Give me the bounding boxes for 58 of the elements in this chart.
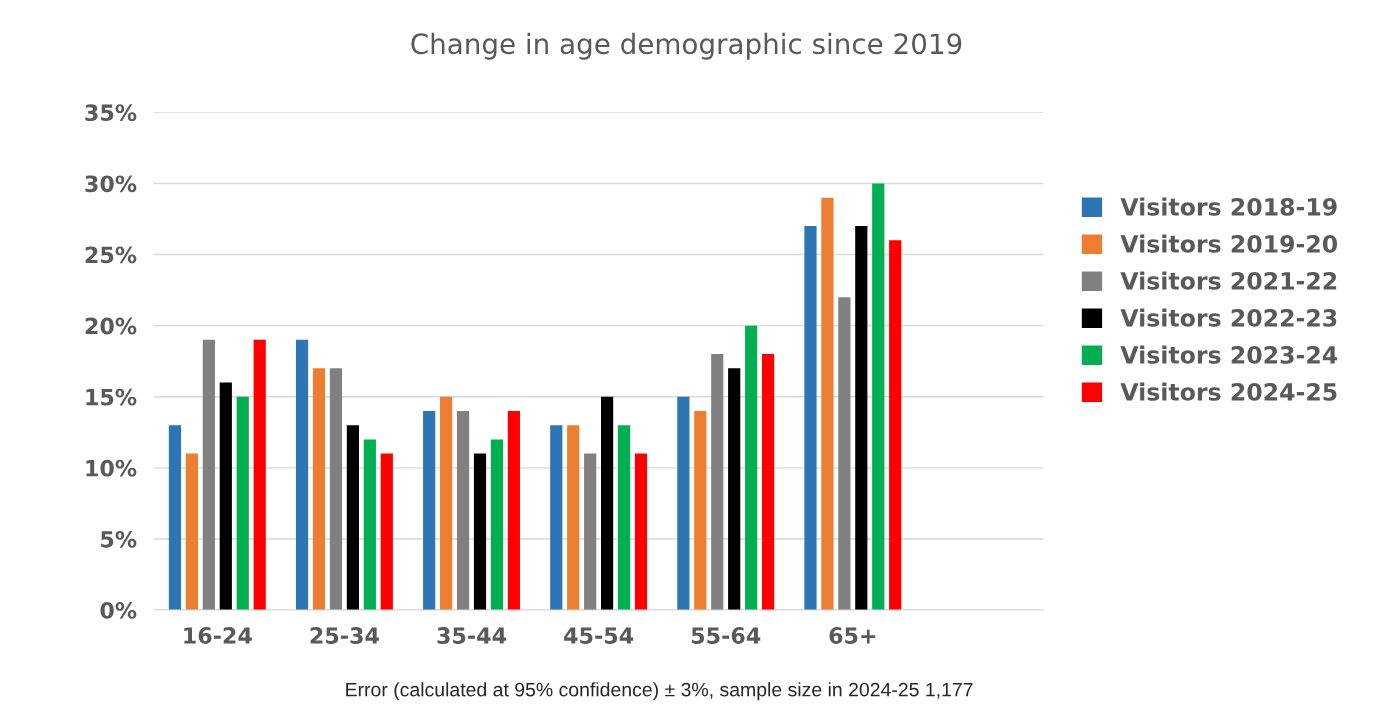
y-tick-label: 15%	[86, 388, 137, 406]
bar	[634, 453, 648, 611]
y-tick-label: 20%	[85, 317, 137, 335]
bar	[168, 425, 182, 611]
x-tick-label: 35-44	[437, 627, 507, 644]
bar	[219, 382, 232, 611]
bar	[253, 339, 266, 611]
bar	[295, 339, 309, 611]
bar	[363, 439, 376, 611]
bar	[711, 354, 724, 611]
bar	[617, 425, 631, 611]
bar	[694, 410, 707, 611]
y-tick-label: 30%	[85, 175, 137, 193]
bar	[761, 354, 775, 611]
bar	[312, 368, 326, 611]
bar	[855, 226, 868, 611]
bar	[490, 439, 504, 611]
bar	[804, 226, 817, 611]
bar	[185, 453, 199, 611]
y-tick-label: 35%	[85, 104, 137, 122]
legend-label: Visitors 2018-19	[1120, 197, 1337, 216]
legend-label: Visitors 2022-23	[1120, 308, 1337, 327]
bar	[423, 410, 436, 611]
y-tick-label: 0%	[100, 601, 137, 619]
bar	[507, 410, 520, 611]
y-tick-label: 5%	[101, 530, 137, 548]
bar	[584, 453, 597, 611]
bar	[677, 396, 690, 611]
bar	[728, 368, 741, 611]
bar	[202, 339, 215, 611]
bar	[821, 197, 834, 611]
x-tick-label: 55-64	[691, 627, 761, 644]
text: Error (calculated at 95% confidence) ± 3%, sample size in 2024-25 1,177	[346, 682, 973, 701]
bar	[346, 425, 359, 611]
bar	[872, 183, 885, 611]
bar	[456, 410, 470, 611]
bar	[838, 297, 851, 611]
bar	[329, 368, 343, 611]
x-tick-label: 16-24	[184, 627, 252, 644]
y-tick-label: 25%	[85, 246, 137, 264]
bar	[567, 425, 580, 611]
x-tick-label: 65+	[829, 627, 876, 644]
legend-label: Visitors 2021-22	[1120, 271, 1337, 290]
bar	[380, 453, 393, 611]
bar	[473, 453, 487, 611]
y-tick-label: 10%	[86, 459, 137, 477]
chart-title: Change in age demographic since 2019	[411, 32, 962, 60]
bar	[601, 396, 614, 611]
bar	[745, 325, 758, 611]
x-tick-label: 25-34	[310, 627, 379, 644]
legend-label: Visitors 2019-20	[1120, 234, 1338, 253]
bar	[889, 240, 902, 611]
bar	[550, 425, 563, 611]
bar	[236, 396, 249, 611]
bar	[440, 396, 453, 611]
x-tick-label: 45-54	[564, 627, 634, 644]
legend-label: Visitors 2024-25	[1120, 382, 1337, 401]
legend-label: Visitors 2023-24	[1120, 345, 1338, 364]
